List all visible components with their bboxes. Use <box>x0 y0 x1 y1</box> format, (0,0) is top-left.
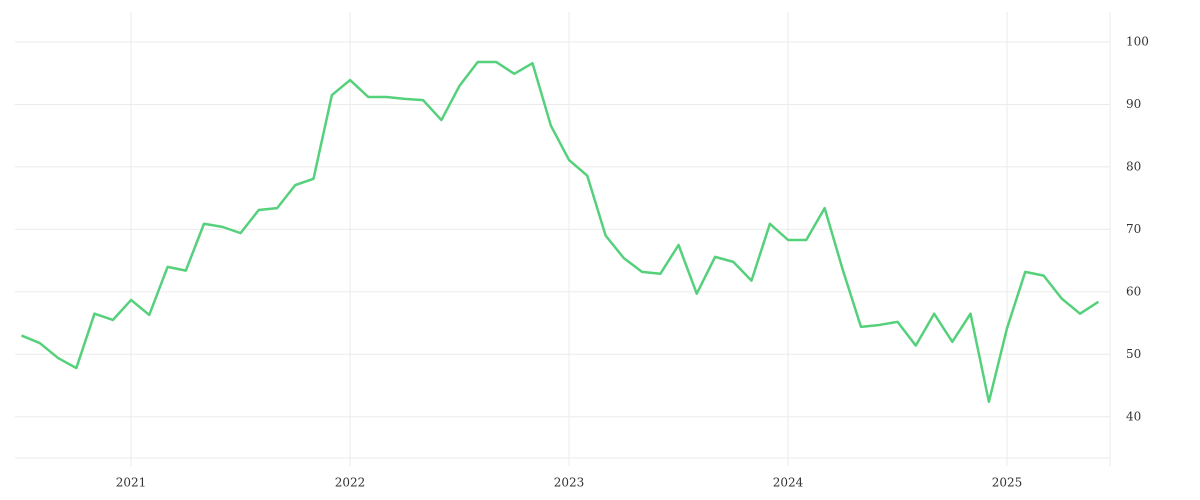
x-tick-label: 2023 <box>554 476 585 490</box>
x-tick-label: 2022 <box>335 476 366 490</box>
x-tick-label: 2024 <box>773 476 804 490</box>
y-tick-label: 60 <box>1126 284 1141 298</box>
y-tick-label: 50 <box>1126 347 1141 361</box>
data-line <box>21 60 1100 404</box>
y-tick-label: 100 <box>1126 34 1149 48</box>
y-tick-label: 90 <box>1126 97 1141 111</box>
y-tick-label: 40 <box>1126 409 1141 423</box>
x-tick-label: 2025 <box>992 476 1023 490</box>
x-tick-label: 2021 <box>116 476 147 490</box>
y-tick-label: 80 <box>1126 159 1141 173</box>
y-tick-label: 70 <box>1126 222 1141 236</box>
